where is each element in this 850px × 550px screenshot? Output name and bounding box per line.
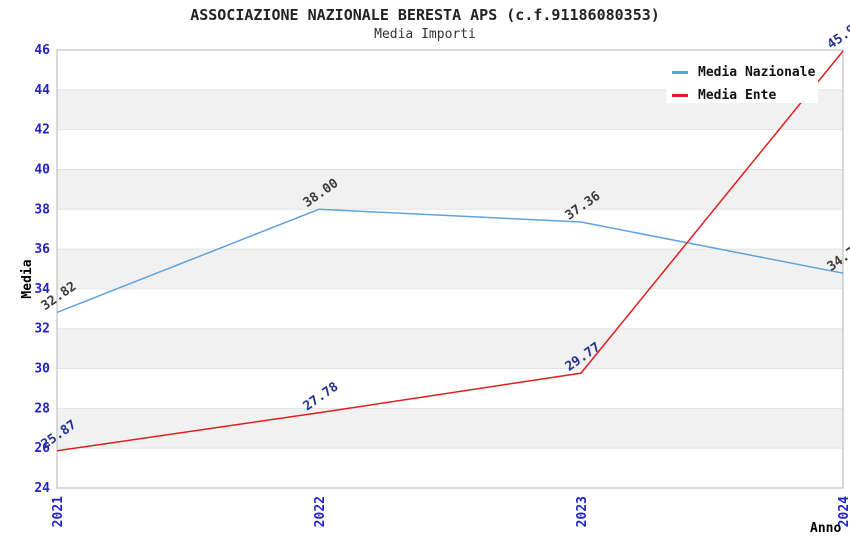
y-tick-label: 26 — [34, 441, 50, 456]
legend-item-media-ente: Media Ente — [672, 84, 816, 107]
plot-band — [57, 169, 843, 210]
y-tick-label: 32 — [34, 322, 50, 337]
plot-band — [57, 408, 843, 449]
x-axis-title: Anno — [810, 521, 841, 536]
series-line-media-nazionale — [56, 208, 844, 314]
y-axis-title: Media — [20, 259, 35, 298]
point-label: 45.95 — [825, 18, 850, 53]
legend-label: Media Nazionale — [698, 65, 816, 80]
legend: Media Nazionale Media Ente — [666, 57, 818, 103]
legend-marker-line-icon — [672, 94, 688, 97]
plot-band — [57, 249, 843, 289]
y-tick-label: 46 — [34, 43, 50, 58]
x-tick-label: 2023 — [575, 496, 590, 527]
y-tick-label: 28 — [34, 401, 50, 416]
y-tick-label: 42 — [34, 123, 50, 138]
y-tick-label: 44 — [34, 83, 50, 98]
y-tick-label: 30 — [34, 362, 50, 377]
y-tick-label: 36 — [34, 242, 50, 257]
legend-item-media-nazionale: Media Nazionale — [672, 61, 816, 84]
x-tick-label: 2024 — [837, 496, 850, 527]
plot-band — [57, 328, 843, 369]
chart-title: ASSOCIAZIONE NAZIONALE BERESTA APS (c.f.… — [190, 6, 660, 24]
legend-marker-line-icon — [672, 71, 688, 74]
y-tick-label: 40 — [34, 162, 50, 177]
plot-frame — [56, 49, 844, 489]
x-tick-label: 2021 — [51, 496, 66, 527]
y-tick-label: 24 — [34, 481, 50, 496]
series-line-media-ente — [56, 50, 844, 452]
x-tick-label: 2022 — [313, 496, 328, 527]
y-tick-label: 34 — [34, 282, 50, 297]
chart-subtitle: Media Importi — [374, 27, 476, 42]
y-tick-label: 38 — [34, 202, 50, 217]
legend-label: Media Ente — [698, 88, 777, 103]
